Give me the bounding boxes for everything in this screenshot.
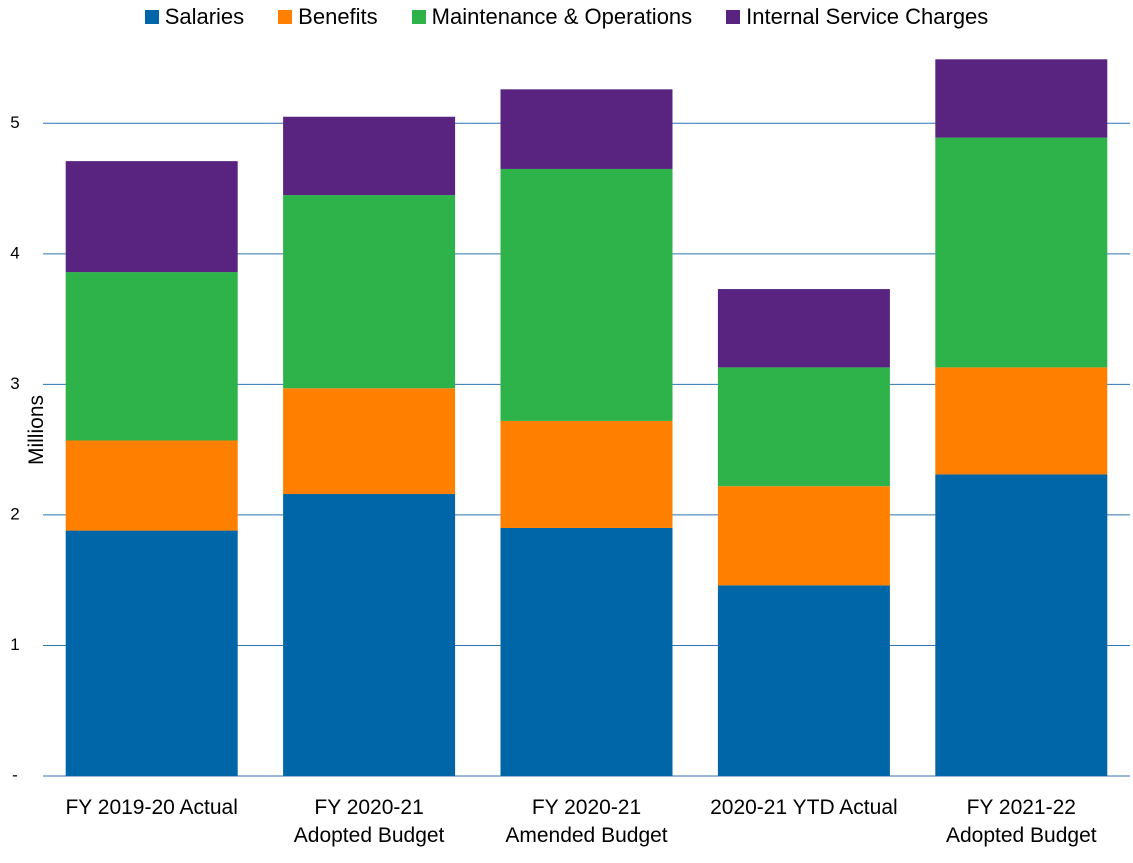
x-tick-label: 2020-21 YTD Actual [710,796,898,819]
x-tick-label: FY 2020-21 Adopted Budget [293,796,445,847]
legend-item: Benefits [278,4,378,30]
legend-swatch [726,10,741,24]
bar-segment [65,530,238,776]
bar-segment [500,527,673,776]
y-tick-label: 3 [10,374,19,393]
bar-segment [283,116,456,196]
bar-segment [935,59,1108,138]
legend-label: Maintenance & Operations [431,4,693,29]
x-tick-label: FY 2020-21 Amended Budget [505,796,668,847]
bar-segment [500,420,673,528]
legend-item: Salaries [144,4,245,30]
x-tick-label: FY 2021-22 Adopted Budget [945,796,1097,847]
bar-segment [500,89,673,169]
y-tick-label: - [12,765,18,784]
legend-label: Salaries [164,4,245,29]
legend-item: Maintenance & Operations [411,4,693,30]
bar-segment [65,272,238,441]
bar-segment [935,367,1108,475]
bar-segment [65,440,238,531]
bar-segment [717,367,890,487]
y-tick-label: 2 [10,504,19,523]
y-tick-label: 5 [10,113,19,132]
x-tick-label: FY 2019-20 Actual [65,796,238,819]
legend-label: Benefits [298,4,378,29]
legend-swatch [144,10,159,24]
y-tick-label: 1 [10,635,19,654]
y-axis-label: Millions [25,395,48,466]
bar-segment [717,486,890,586]
bar-segment [935,474,1108,776]
bar-segment [935,137,1108,368]
bar-segment [283,494,456,776]
bar-segment [283,195,456,389]
bar-segment [283,388,456,495]
bar-segment [717,289,890,368]
legend-label: Internal Service Charges [746,4,989,29]
bar-segment [65,161,238,273]
legend: Salaries Benefits Maintenance & Operations… [0,4,1133,30]
legend-swatch [411,10,426,24]
legend-item: Internal Service Charges [726,4,988,30]
bar-segment [500,168,673,421]
y-tick-label: 4 [10,243,19,262]
legend-swatch [278,10,293,24]
bar-segment [717,585,890,776]
